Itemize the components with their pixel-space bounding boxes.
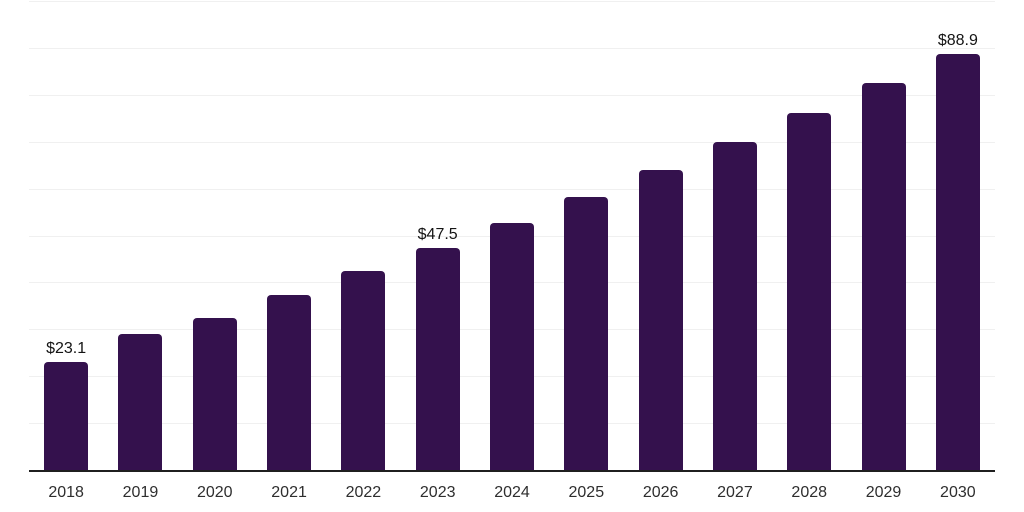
x-tick-label: 2025 (568, 484, 605, 501)
gridline (29, 188, 995, 190)
bar-value-label: $88.9 (937, 31, 978, 49)
x-tick-label: 2019 (122, 484, 159, 501)
gridline (29, 47, 995, 49)
bar-2021 (267, 295, 312, 471)
x-tick-label: 2022 (345, 484, 382, 501)
x-tick-label: 2018 (48, 484, 84, 501)
x-tick-label: 2027 (717, 484, 753, 501)
x-tick-label: 2028 (791, 484, 828, 501)
bar-2025 (564, 197, 609, 471)
bar-2020 (192, 318, 237, 471)
x-tick-label: 2029 (865, 484, 902, 501)
x-tick-label: 2021 (271, 484, 307, 501)
x-tick-label: 2023 (419, 484, 456, 501)
bar-2023 (415, 247, 460, 471)
gridline (29, 0, 995, 2)
bar-value-label: $23.1 (46, 340, 87, 358)
bar-2024 (490, 223, 534, 471)
x-tick-label: 2020 (196, 484, 233, 501)
bar-2029 (861, 83, 906, 471)
bar-2018 (44, 362, 89, 471)
bar-2027 (712, 142, 757, 471)
x-tick-label: 2026 (642, 484, 679, 501)
bar-2022 (341, 271, 386, 471)
x-tick-label: 2030 (940, 484, 976, 501)
bar-value-label: $47.5 (417, 225, 458, 243)
gridline (29, 141, 995, 143)
bar-2030 (935, 53, 980, 471)
bar-2028 (787, 113, 832, 471)
bar-2019 (118, 334, 163, 471)
gridline (29, 94, 995, 96)
x-axis-line (29, 470, 995, 472)
bar-2026 (638, 170, 683, 471)
x-tick-label: 2024 (494, 484, 530, 501)
